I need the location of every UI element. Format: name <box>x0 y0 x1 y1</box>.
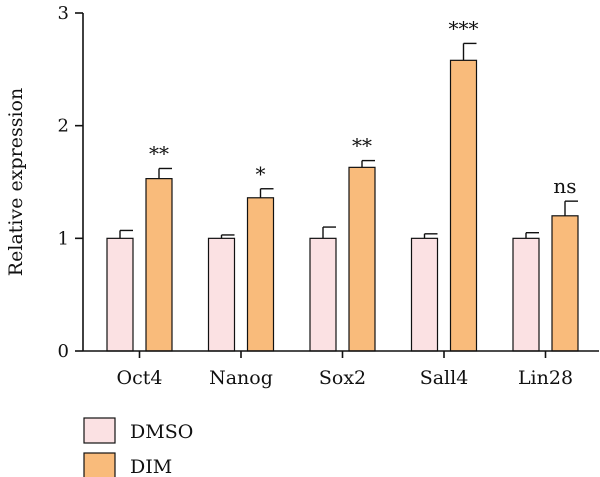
y-tick-label: 1 <box>58 228 69 249</box>
x-tick-label: Oct4 <box>117 367 163 389</box>
bar-dim-sox2 <box>348 166 376 352</box>
x-axis: Oct4 Nanog Sox2 Sall4 Lin28 <box>83 350 599 389</box>
x-tick-label: Sall4 <box>420 367 469 389</box>
bar-dim-lin28 <box>551 215 579 352</box>
bar-dmso-nanog <box>207 237 236 352</box>
y-tick-label: 3 <box>58 3 69 24</box>
significance-label: ** <box>149 141 169 165</box>
y-axis: 0 1 2 3 <box>58 3 84 362</box>
legend-label-dim: DIM <box>130 456 172 477</box>
x-tick-label: Lin28 <box>518 367 573 389</box>
significance-label: * <box>256 162 266 186</box>
x-tick-label: Sox2 <box>319 367 366 389</box>
bar-dmso-sall4 <box>410 237 439 352</box>
legend-label-dmso: DMSO <box>130 421 193 443</box>
bar-dmso-sox2 <box>309 237 337 352</box>
y-axis-title: Relative expression <box>5 88 27 276</box>
significance-label: ** <box>352 134 372 158</box>
significance-label: ns <box>553 174 576 198</box>
y-tick-label: 0 <box>58 341 69 362</box>
bar-dim-oct4 <box>145 178 173 352</box>
legend-swatch-dmso <box>83 417 116 444</box>
y-tick-label: 2 <box>58 116 69 137</box>
bar-dim-nanog <box>246 197 275 352</box>
legend-swatch-dim <box>83 452 116 477</box>
bar-dmso-oct4 <box>106 237 134 352</box>
legend: DMSO DIM <box>83 417 193 477</box>
bar-dmso-lin28 <box>512 237 540 352</box>
bar-dim-sall4 <box>449 59 478 352</box>
x-tick-label: Nanog <box>209 367 273 389</box>
significance-label: *** <box>449 16 479 40</box>
bars: ********ns <box>106 16 579 352</box>
